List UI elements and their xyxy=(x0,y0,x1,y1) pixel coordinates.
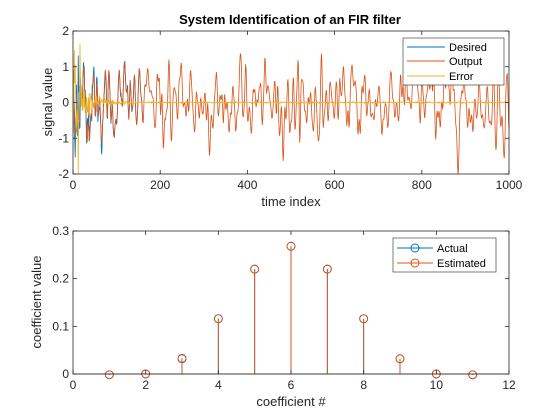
legend-label-output: Output xyxy=(449,56,482,68)
series-output-line xyxy=(73,53,510,175)
series-error-line xyxy=(73,43,510,175)
y-tick-label: -2 xyxy=(58,167,69,181)
bottom-legend-box xyxy=(392,237,497,273)
y-tick-label: 0.3 xyxy=(52,224,69,238)
top-legend: Desired Output Error xyxy=(402,37,505,86)
legend-label-actual: Actual xyxy=(437,243,468,255)
y-tick-label: -1 xyxy=(58,131,69,145)
x-tick-label: 12 xyxy=(502,378,516,392)
x-tick-label: 600 xyxy=(325,178,345,192)
legend-marker-actual xyxy=(410,243,420,253)
x-tick-label: 800 xyxy=(412,178,432,192)
x-tick-label: 4 xyxy=(215,378,222,392)
y-tick-label: 2 xyxy=(62,24,69,38)
x-tick-label: 10 xyxy=(430,378,444,392)
bottom-xlabel: coefficient # xyxy=(256,394,326,409)
top-ticks: 0 200 400 600 800 1000 -2 -1 0 1 2 xyxy=(58,24,522,192)
top-xlabel: time index xyxy=(261,194,321,209)
x-tick-label: 0 xyxy=(70,378,77,392)
stem-marker-estimated xyxy=(286,241,296,251)
y-tick-label: 1 xyxy=(62,60,69,74)
x-tick-label: 8 xyxy=(360,378,367,392)
stem-marker-estimated xyxy=(322,264,332,274)
top-ylabel: signal value xyxy=(40,68,55,137)
y-tick-label: 0.2 xyxy=(52,272,69,286)
bottom-ylabel: coefficient value xyxy=(29,256,44,349)
top-axes: System Identification of an FIR filter 0… xyxy=(40,12,523,209)
bottom-ticks: 0 2 4 6 8 10 12 0 0.1 0.2 0.3 xyxy=(52,224,516,392)
stem-marker-estimated xyxy=(177,353,187,363)
stem-marker-estimated xyxy=(104,370,114,380)
legend-label-estimated: Estimated xyxy=(437,258,486,270)
stem-marker-estimated xyxy=(468,370,478,380)
x-tick-label: 200 xyxy=(150,178,170,192)
top-title: System Identification of an FIR filter xyxy=(179,12,401,27)
x-tick-label: 400 xyxy=(237,178,257,192)
bottom-axes: 0 2 4 6 8 10 12 0 0.1 0.2 0.3 coefficient # coeffi… xyxy=(29,224,516,409)
stem-marker-estimated xyxy=(213,314,223,324)
y-tick-label: 0.1 xyxy=(52,319,69,333)
x-tick-label: 1000 xyxy=(496,178,523,192)
stem-marker-estimated xyxy=(359,314,369,324)
y-tick-label: 0 xyxy=(62,367,69,381)
bottom-legend: Actual Estimated xyxy=(392,237,497,273)
legend-label-error: Error xyxy=(449,71,474,83)
x-tick-label: 0 xyxy=(70,178,77,192)
stem-marker-estimated xyxy=(250,264,260,274)
stem-marker-estimated xyxy=(395,354,405,364)
legend-marker-estimated xyxy=(410,258,420,268)
x-tick-label: 2 xyxy=(142,378,149,392)
y-tick-label: 0 xyxy=(62,96,69,110)
x-tick-label: 6 xyxy=(288,378,295,392)
top-plot-area xyxy=(73,43,510,175)
legend-label-desired: Desired xyxy=(449,42,487,54)
